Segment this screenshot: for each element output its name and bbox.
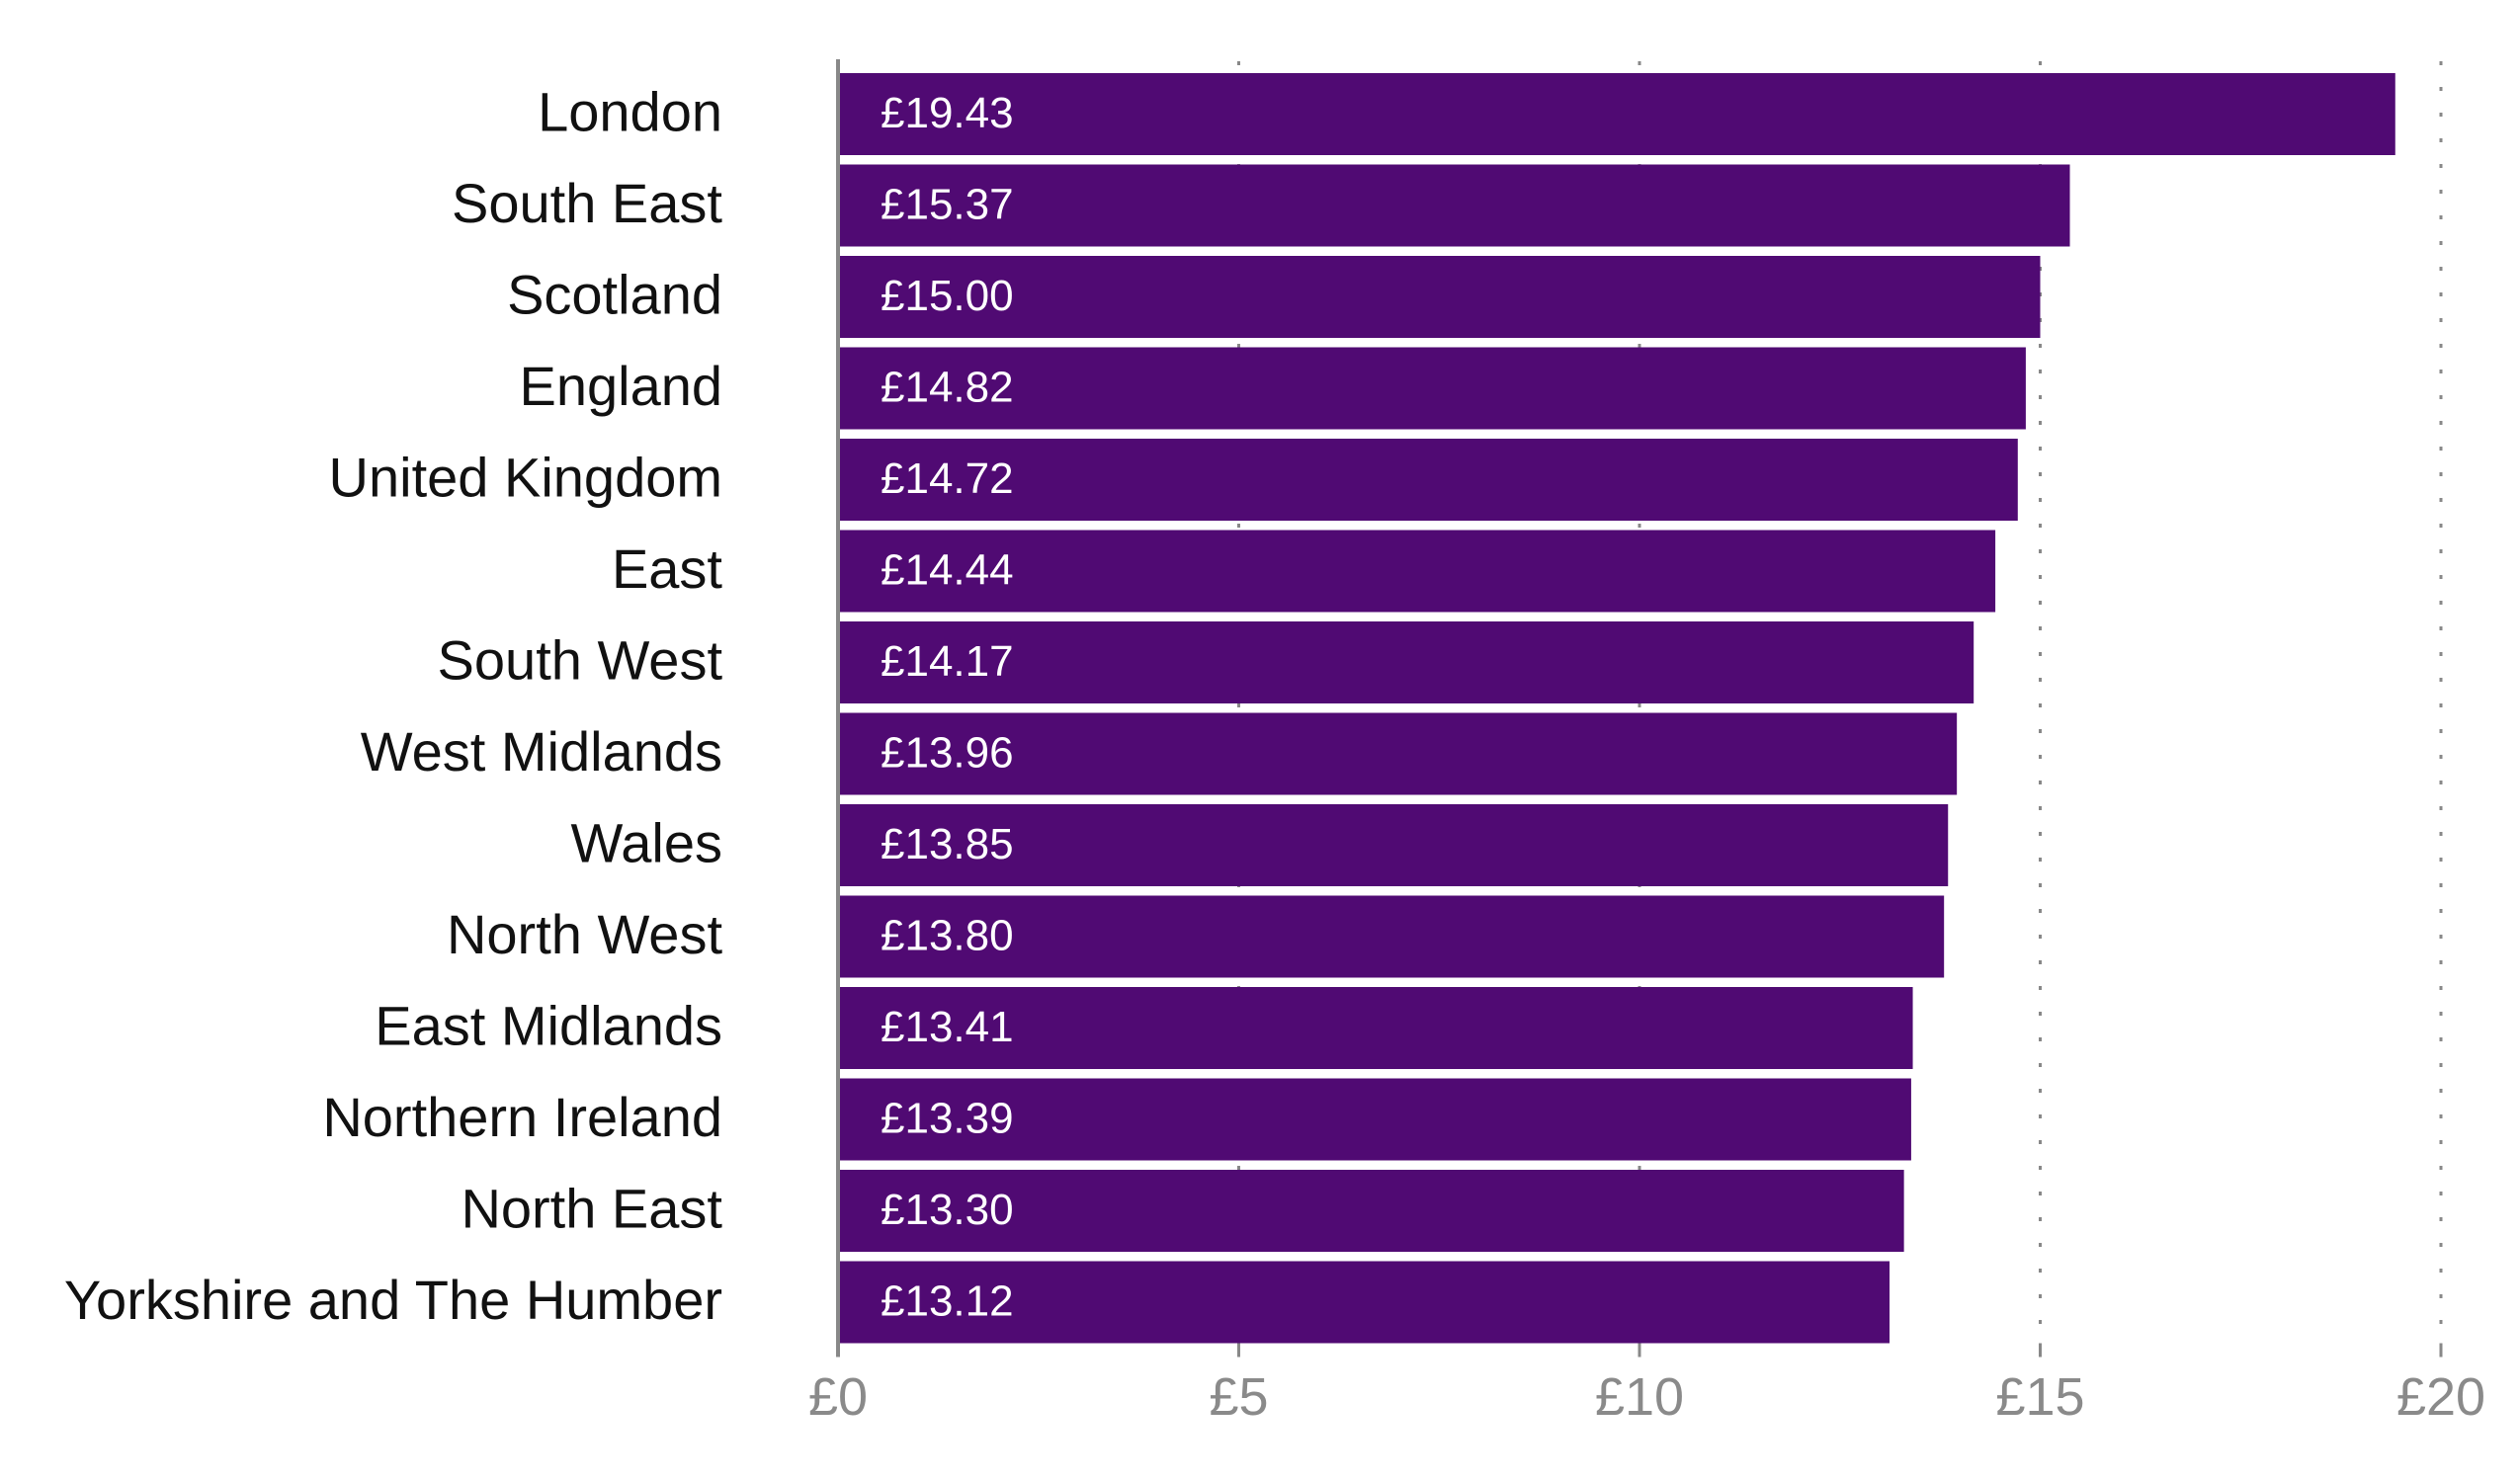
bar xyxy=(838,804,1949,886)
bar xyxy=(838,164,2070,247)
data-label: £14.82 xyxy=(881,364,1014,412)
category-label: Wales xyxy=(570,811,722,873)
x-tick-label: £15 xyxy=(1995,1367,2084,1427)
bar xyxy=(838,621,1974,703)
x-tick-label: £20 xyxy=(2396,1367,2485,1427)
category-label: North East xyxy=(461,1177,722,1239)
bar xyxy=(838,987,1913,1069)
category-label: North West xyxy=(447,903,722,965)
category-label: England xyxy=(519,355,722,417)
bar xyxy=(838,439,2018,521)
x-tick-label: £0 xyxy=(808,1367,868,1427)
bar xyxy=(838,73,2395,155)
category-label: South East xyxy=(452,172,722,234)
category-label: West Midlands xyxy=(361,720,722,782)
category-label: South West xyxy=(438,628,723,691)
category-label: East Midlands xyxy=(375,994,722,1056)
x-tick-label: £10 xyxy=(1595,1367,1684,1427)
data-label: £15.00 xyxy=(881,272,1014,320)
data-label: £14.17 xyxy=(881,637,1014,686)
data-label: £15.37 xyxy=(881,181,1014,229)
category-label: United Kingdom xyxy=(329,446,722,508)
data-label: £19.43 xyxy=(881,89,1014,137)
category-label: Scotland xyxy=(507,263,722,325)
bar xyxy=(838,530,1996,613)
bar xyxy=(838,256,2041,338)
data-label: £13.96 xyxy=(881,729,1014,778)
bar xyxy=(838,895,1945,978)
category-label: Yorkshire and The Humber xyxy=(64,1269,722,1331)
data-label: £13.80 xyxy=(881,912,1014,960)
bar xyxy=(838,347,2026,430)
data-label: £13.30 xyxy=(881,1186,1014,1234)
data-label: £13.12 xyxy=(881,1277,1014,1326)
category-label: London xyxy=(538,80,722,142)
bar xyxy=(838,1261,1890,1344)
data-label: £13.85 xyxy=(881,820,1014,868)
data-label: £14.44 xyxy=(881,546,1014,595)
x-tick-label: £5 xyxy=(1209,1367,1268,1427)
data-label: £14.72 xyxy=(881,454,1014,503)
bar xyxy=(838,1078,1911,1161)
category-label: Northern Ireland xyxy=(322,1086,722,1148)
data-label: £13.41 xyxy=(881,1003,1014,1051)
bar xyxy=(838,712,1958,795)
category-label: East xyxy=(612,537,722,600)
data-label: £13.39 xyxy=(881,1095,1014,1143)
bar xyxy=(838,1170,1904,1252)
